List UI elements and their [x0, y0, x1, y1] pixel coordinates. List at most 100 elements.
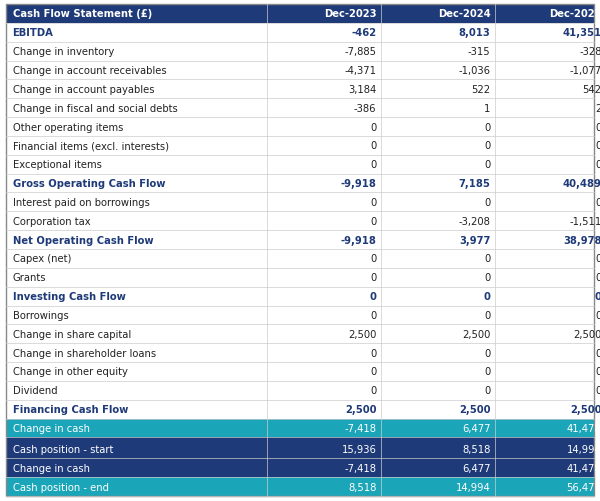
- Text: 8,518: 8,518: [462, 444, 490, 454]
- Bar: [6, 24, 594, 43]
- Text: 0: 0: [370, 273, 376, 283]
- Text: -7,418: -7,418: [344, 463, 376, 473]
- Text: 0: 0: [484, 386, 490, 395]
- Bar: [6, 437, 594, 439]
- Text: 40,489: 40,489: [563, 179, 600, 189]
- Text: Change in shareholder loans: Change in shareholder loans: [13, 348, 155, 358]
- Text: Change in account payables: Change in account payables: [13, 85, 154, 95]
- Text: 0: 0: [370, 141, 376, 151]
- Text: 2,500: 2,500: [348, 329, 376, 339]
- Bar: [6, 5, 594, 24]
- Text: 0: 0: [484, 310, 490, 320]
- Text: -1,077: -1,077: [569, 66, 600, 76]
- Text: EBITDA: EBITDA: [13, 28, 53, 38]
- Text: 1: 1: [484, 104, 490, 113]
- Bar: [6, 193, 594, 212]
- Text: 0: 0: [484, 141, 490, 151]
- Text: 8,013: 8,013: [458, 28, 490, 38]
- Text: -462: -462: [352, 28, 376, 38]
- Text: 0: 0: [370, 292, 376, 302]
- Text: 41,478: 41,478: [567, 463, 600, 473]
- Text: 0: 0: [484, 348, 490, 358]
- Text: 0: 0: [595, 292, 600, 302]
- Text: 2,500: 2,500: [462, 329, 490, 339]
- Text: -1,036: -1,036: [458, 66, 490, 76]
- Text: -9,918: -9,918: [341, 179, 376, 189]
- Text: 41,478: 41,478: [567, 423, 600, 433]
- Text: 0: 0: [370, 386, 376, 395]
- Text: 2,500: 2,500: [570, 404, 600, 414]
- Text: Borrowings: Borrowings: [13, 310, 68, 320]
- Text: 0: 0: [370, 216, 376, 226]
- Text: 8,518: 8,518: [348, 481, 376, 491]
- Text: Dec-2024: Dec-2024: [437, 10, 490, 20]
- Text: Interest paid on borrowings: Interest paid on borrowings: [13, 197, 149, 207]
- Bar: [6, 458, 594, 477]
- Text: 522: 522: [472, 85, 490, 95]
- Text: -3,208: -3,208: [458, 216, 490, 226]
- Text: Exceptional items: Exceptional items: [13, 160, 101, 170]
- Text: Other operating items: Other operating items: [13, 122, 123, 132]
- Text: 6,477: 6,477: [462, 463, 490, 473]
- Bar: [6, 306, 594, 325]
- Text: 14,994: 14,994: [455, 481, 490, 491]
- Text: -386: -386: [354, 104, 376, 113]
- Text: 6,477: 6,477: [462, 423, 490, 433]
- Text: -9,918: -9,918: [341, 235, 376, 245]
- Text: 0: 0: [595, 310, 600, 320]
- Text: Dividend: Dividend: [13, 386, 57, 395]
- Bar: [6, 62, 594, 80]
- Text: Change in other equity: Change in other equity: [13, 367, 127, 377]
- Text: -328: -328: [579, 47, 600, 57]
- Text: Change in inventory: Change in inventory: [13, 47, 114, 57]
- Text: Capex (net): Capex (net): [13, 254, 71, 264]
- Bar: [6, 344, 594, 362]
- Text: 0: 0: [370, 254, 376, 264]
- Text: Change in account receivables: Change in account receivables: [13, 66, 166, 76]
- Bar: [6, 43, 594, 62]
- Text: 0: 0: [595, 367, 600, 377]
- Text: Corporation tax: Corporation tax: [13, 216, 90, 226]
- Text: 0: 0: [595, 386, 600, 395]
- Text: 14,994: 14,994: [567, 444, 600, 454]
- Text: 0: 0: [484, 160, 490, 170]
- Text: 0: 0: [484, 292, 490, 302]
- Text: -4,371: -4,371: [344, 66, 376, 76]
- Text: Financing Cash Flow: Financing Cash Flow: [13, 404, 128, 414]
- Text: 0: 0: [595, 348, 600, 358]
- Text: 0: 0: [484, 122, 490, 132]
- Text: Financial items (excl. interests): Financial items (excl. interests): [13, 141, 169, 151]
- Text: 15,936: 15,936: [341, 444, 376, 454]
- Bar: [6, 381, 594, 400]
- Bar: [6, 439, 594, 458]
- Text: 41,351: 41,351: [562, 28, 600, 38]
- Text: 0: 0: [370, 197, 376, 207]
- Text: 0: 0: [595, 141, 600, 151]
- Text: Cash Flow Statement (£): Cash Flow Statement (£): [13, 10, 152, 20]
- Bar: [6, 80, 594, 99]
- Text: Dec-2023: Dec-2023: [324, 10, 376, 20]
- Text: -7,885: -7,885: [344, 47, 376, 57]
- Text: Grants: Grants: [13, 273, 46, 283]
- Text: 0: 0: [484, 367, 490, 377]
- Text: 3,184: 3,184: [348, 85, 376, 95]
- Bar: [6, 477, 594, 496]
- Text: 2,500: 2,500: [345, 404, 376, 414]
- Text: 0: 0: [484, 197, 490, 207]
- Text: 0: 0: [370, 122, 376, 132]
- Text: 0: 0: [484, 254, 490, 264]
- Bar: [6, 362, 594, 381]
- Text: 0: 0: [595, 197, 600, 207]
- Text: Change in fiscal and social debts: Change in fiscal and social debts: [13, 104, 177, 113]
- Text: 0: 0: [370, 348, 376, 358]
- Text: -7,418: -7,418: [344, 423, 376, 433]
- Text: 0: 0: [370, 160, 376, 170]
- Text: Cash position - start: Cash position - start: [13, 444, 113, 454]
- Text: 0: 0: [484, 273, 490, 283]
- Bar: [6, 419, 594, 437]
- Text: -1,511: -1,511: [569, 216, 600, 226]
- Bar: [6, 230, 594, 249]
- Bar: [6, 137, 594, 155]
- Text: 542: 542: [583, 85, 600, 95]
- Bar: [6, 118, 594, 137]
